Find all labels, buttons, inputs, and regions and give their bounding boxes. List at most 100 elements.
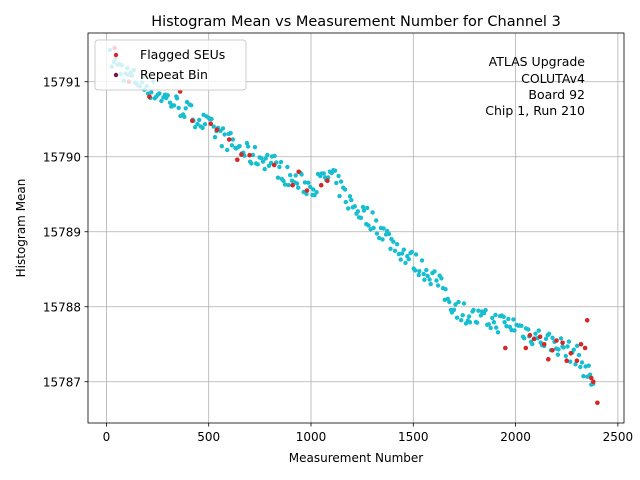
data-point-normal (225, 147, 230, 153)
data-point-normal (399, 251, 405, 256)
data-point-normal (347, 194, 353, 199)
data-point-normal (314, 190, 319, 195)
data-point-normal (370, 210, 375, 215)
data-point-normal (422, 277, 427, 282)
data-point-flagged (214, 127, 220, 132)
data-point-normal (493, 312, 498, 318)
data-point-normal (467, 320, 473, 325)
data-point-normal (563, 353, 568, 359)
data-point-normal (421, 271, 426, 277)
data-point-normal (374, 218, 379, 223)
data-point-normal (488, 325, 493, 331)
data-point-normal (519, 323, 524, 328)
data-point-normal (568, 359, 573, 364)
data-point-normal (447, 299, 452, 305)
data-point-normal (443, 287, 448, 292)
data-point-normal (428, 281, 433, 287)
data-point-normal (294, 181, 300, 186)
data-point-normal (504, 324, 509, 329)
data-point-normal (543, 336, 549, 341)
data-point-normal (220, 126, 226, 131)
data-point-normal (491, 320, 497, 325)
data-point-flagged (318, 182, 324, 188)
data-point-normal (435, 283, 441, 288)
data-point-normal (260, 159, 266, 164)
data-point-flagged (550, 348, 555, 353)
data-point-normal (495, 330, 501, 335)
data-point-normal (556, 347, 561, 352)
data-point-normal (321, 171, 326, 176)
annotation-line-4: Chip 1, Run 210 (485, 103, 585, 118)
data-point-normal (394, 242, 400, 247)
x-tick-label: 0 (103, 430, 111, 444)
data-point-flagged (235, 157, 240, 163)
data-point-normal (417, 269, 422, 274)
data-point-normal (478, 313, 483, 318)
data-point-normal (337, 193, 342, 199)
data-point-flagged (582, 345, 588, 351)
data-point-normal (406, 257, 411, 262)
data-point-flagged (584, 318, 590, 323)
data-point-normal (282, 182, 288, 187)
data-point-normal (296, 185, 301, 190)
data-point-normal (586, 363, 591, 368)
data-point-normal (182, 114, 187, 120)
data-point-normal (486, 322, 491, 327)
data-point-normal (533, 331, 538, 336)
data-point-normal (546, 331, 552, 336)
data-point-normal (506, 316, 511, 322)
data-point-normal (262, 166, 267, 172)
annotation-line-3: Board 92 (528, 87, 585, 102)
data-point-normal (167, 100, 173, 105)
data-point-normal (432, 269, 437, 274)
legend-marker-repeat (113, 72, 119, 78)
data-point-normal (263, 156, 268, 161)
data-point-normal (222, 132, 227, 137)
data-point-normal (466, 314, 472, 319)
data-point-normal (461, 301, 467, 306)
data-point-normal (522, 336, 527, 341)
data-point-flagged (239, 152, 244, 157)
data-point-normal (391, 239, 396, 244)
data-point-flagged (271, 162, 277, 168)
data-point-normal (259, 155, 264, 161)
data-point-flagged (595, 400, 600, 406)
data-point-normal (159, 98, 164, 104)
data-point-normal (228, 130, 233, 136)
data-point-normal (311, 187, 316, 192)
data-point-flagged (226, 137, 232, 142)
data-point-normal (413, 268, 418, 273)
data-point-normal (566, 339, 572, 344)
data-point-normal (195, 121, 200, 127)
data-point-normal (416, 272, 421, 278)
data-point-normal (250, 152, 256, 158)
data-point-normal (334, 180, 339, 186)
data-point-normal (374, 231, 380, 236)
data-point-normal (302, 180, 308, 185)
data-point-normal (403, 260, 408, 266)
data-point-normal (343, 199, 348, 205)
data-point-normal (244, 140, 250, 146)
annotation-block: ATLAS Upgrade COLUTAv4 Board 92 Chip 1, … (485, 54, 585, 118)
data-point-normal (471, 307, 476, 313)
data-point-normal (409, 249, 415, 255)
data-point-flagged (541, 342, 547, 347)
data-point-normal (511, 317, 516, 322)
data-point-normal (381, 226, 386, 231)
data-point-normal (555, 352, 561, 357)
data-point-normal (460, 313, 465, 318)
data-point-normal (501, 314, 506, 319)
data-point-normal (380, 237, 385, 242)
data-point-normal (211, 124, 216, 129)
data-point-flagged (537, 334, 543, 340)
data-point-normal (229, 143, 235, 148)
x-tick-label: 500 (197, 430, 220, 444)
data-point-normal (245, 144, 251, 149)
data-point-normal (561, 345, 566, 350)
data-point-normal (451, 307, 457, 312)
data-point-normal (249, 161, 254, 166)
data-point-normal (165, 93, 170, 98)
data-point-normal (342, 187, 348, 192)
data-point-normal (453, 302, 458, 307)
data-point-flagged (325, 178, 330, 183)
